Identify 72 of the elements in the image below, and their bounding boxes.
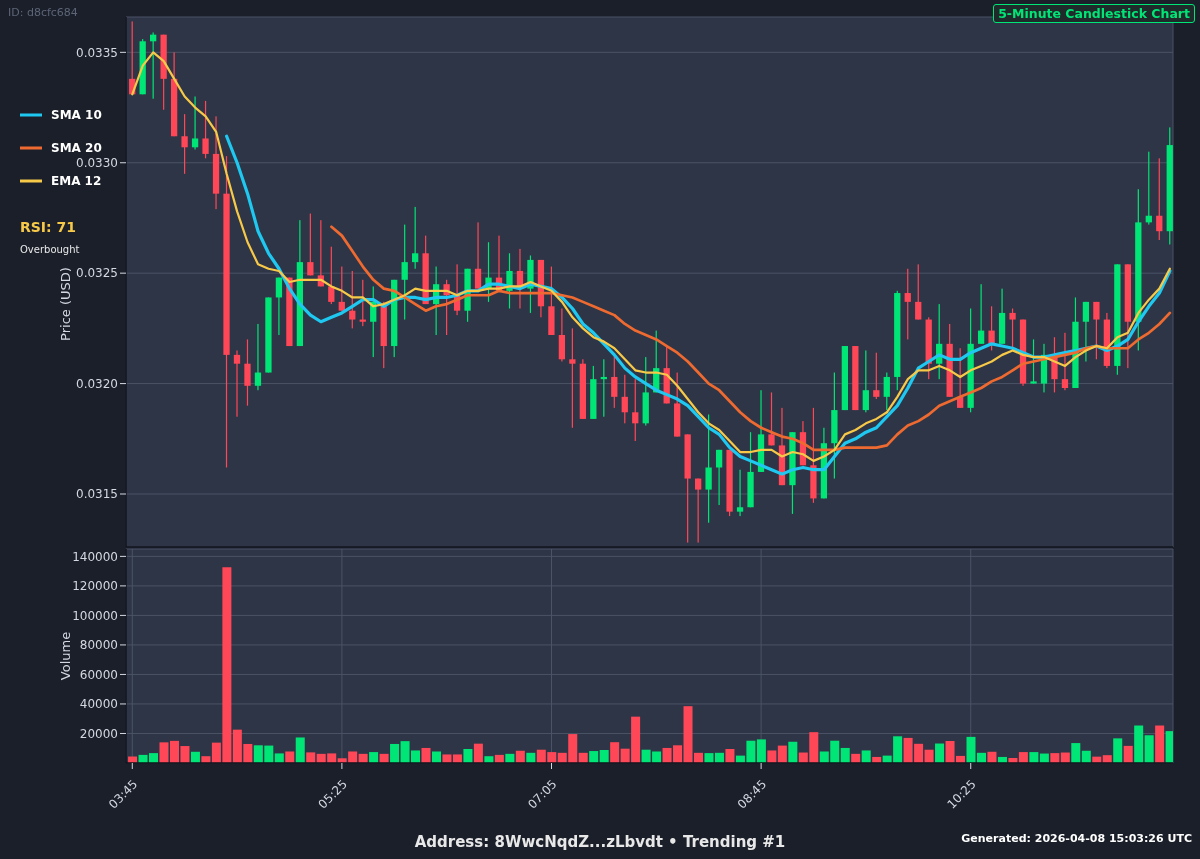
chart-title: 5-Minute Candlestick Chart [993,4,1195,23]
bar [1081,750,1091,763]
bar [589,751,599,763]
bar [1113,738,1123,763]
candlestick [736,469,744,517]
y-tick-label: 0.0325 [76,266,118,281]
y-tick-label: 120000 [72,579,118,594]
text: Overbought [20,244,80,255]
candlestick [474,222,482,289]
y-axis-title: Volume [57,631,73,681]
bar [1144,735,1154,763]
y-tick-label: 0.0335 [76,45,118,60]
y-tick-label: 80000 [79,638,118,653]
legend-label: SMA 20 [51,140,102,155]
text: ID: d8cfc684 [8,6,78,19]
bar [1123,745,1133,763]
line-series [330,225,1172,452]
bar [756,739,766,763]
bar [452,754,462,763]
candlestick [254,323,262,391]
bar [861,750,871,763]
legend-label: SMA 10 [51,107,102,122]
y-tick-label: 0.0315 [76,487,118,502]
bar [1050,753,1060,763]
bar [1029,752,1039,763]
y-axis-title: Price (USD) [57,267,73,341]
bar [295,737,305,763]
y-tick-label: 20000 [79,726,118,741]
bar [369,752,379,763]
text: RSI: 71 [20,219,77,235]
candlestick [191,96,199,150]
text: Generated: 2026-04-08 15:03:26 UTC [961,832,1192,845]
bar [285,751,295,763]
bar [390,743,400,763]
bar [306,752,316,763]
y-tick-label: 40000 [79,697,118,712]
candlestick [1082,301,1090,362]
bar [421,747,431,763]
bar [924,749,934,763]
candlestick [715,449,723,506]
candlestick [233,350,241,417]
bar [1134,725,1144,763]
bar [442,754,452,763]
text: Address: 8WwcNqdZ...zLbvdt • Trending #1 [414,833,786,851]
y-tick-label: 140000 [72,549,118,564]
candlestick [275,277,283,335]
bar [274,753,284,763]
bar [1155,725,1165,763]
bar [966,736,976,763]
bar [777,745,787,763]
bar [1018,752,1028,763]
y-tick-label: 60000 [79,667,118,682]
y-tick-label: 0.0320 [76,376,118,391]
bar [610,742,620,763]
y-tick-label: 0.0330 [76,156,118,171]
bar [599,750,609,763]
y-tick-label: 100000 [72,608,118,623]
bar [431,751,441,763]
candlestick [1061,332,1069,391]
bar [463,748,473,763]
bar [840,747,850,763]
bar [935,743,945,763]
bar [473,743,483,763]
line-series [131,51,1171,462]
bar [1165,731,1173,763]
bar [515,750,525,763]
bar [767,750,777,763]
bar [725,748,735,763]
bar [788,741,798,763]
bar [1071,743,1081,763]
legend-label: EMA 12 [51,173,102,188]
bar [704,753,714,763]
